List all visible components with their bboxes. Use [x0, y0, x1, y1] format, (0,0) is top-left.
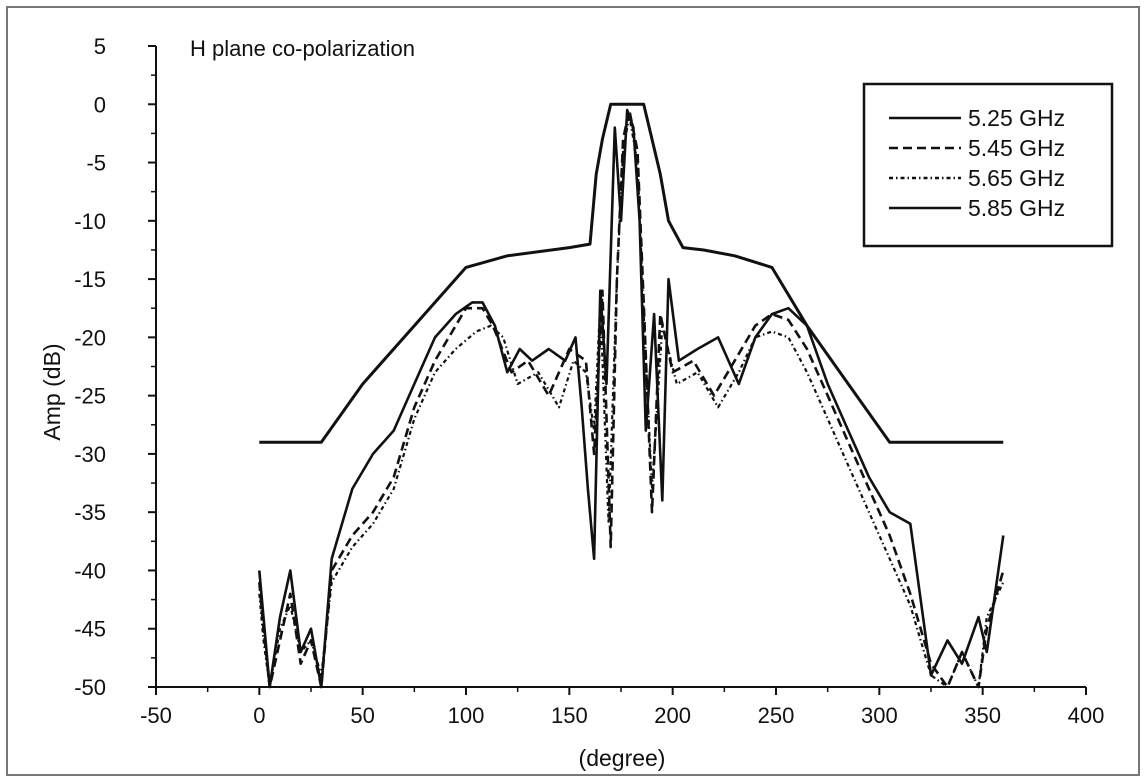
x-ticks: -50 0 50 100 150 200 250 300 350 400 — [140, 687, 1104, 728]
legend-entries: 5.25 GHz 5.45 GHz 5.65 GHz 5.85 GHz — [889, 105, 1065, 221]
y-tick-label: -50 — [74, 675, 106, 700]
x-tick-label: 100 — [448, 703, 485, 728]
y-tick-label: 5 — [94, 34, 106, 59]
legend-label: 5.85 GHz — [968, 195, 1065, 221]
legend: 5.25 GHz 5.45 GHz 5.65 GHz 5.85 GHz — [862, 82, 1114, 248]
series-line-2 — [258, 108, 1005, 689]
x-tick-label: 150 — [551, 703, 588, 728]
x-tick-label: 0 — [253, 703, 265, 728]
legend-box — [862, 82, 1114, 248]
y-tick-label: -35 — [74, 500, 106, 525]
plot-lines — [258, 102, 1005, 689]
y-tick-label: -45 — [74, 617, 106, 642]
x-tick-label: 250 — [758, 703, 795, 728]
y-tick-label: -15 — [74, 267, 106, 292]
chart-title: H plane co-polarization — [190, 36, 415, 61]
y-tick-label: -40 — [74, 558, 106, 583]
y-tick-label: -20 — [74, 325, 106, 350]
y-tick-label: -30 — [74, 442, 106, 467]
series-line-4 — [258, 108, 1005, 689]
x-tick-label: 400 — [1068, 703, 1105, 728]
y-ticks: 5 0 -5 -10 -15 -20 -25 -30 -35 -40 -45 -50 — [74, 34, 156, 700]
x-tick-label: 300 — [861, 703, 898, 728]
y-tick-label: 0 — [94, 92, 106, 117]
x-tick-label: -50 — [140, 703, 172, 728]
series-line-3 — [258, 114, 1005, 689]
y-tick-label: -25 — [74, 384, 106, 409]
x-tick-label: 50 — [350, 703, 374, 728]
y-axis-title: Amp (dB) — [39, 343, 65, 440]
y-tick-label: -10 — [74, 209, 106, 234]
x-tick-label: 350 — [964, 703, 1001, 728]
y-tick-label: -5 — [86, 151, 106, 176]
legend-label: 5.25 GHz — [968, 105, 1065, 131]
x-axis-title: (degree) — [579, 745, 666, 771]
x-tick-label: 200 — [654, 703, 691, 728]
legend-label: 5.45 GHz — [968, 135, 1065, 161]
legend-label: 5.65 GHz — [968, 165, 1065, 191]
